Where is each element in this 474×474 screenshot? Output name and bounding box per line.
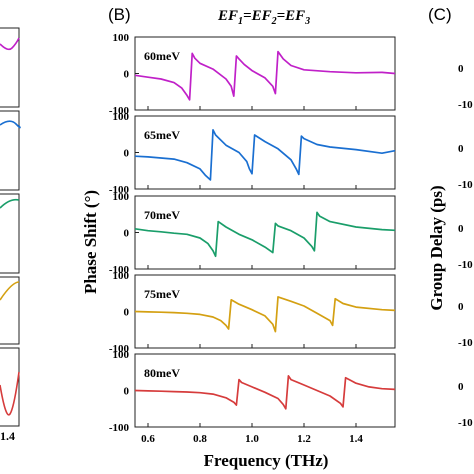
x-tick-label: 0.6 <box>141 433 155 445</box>
series-line-75meV <box>134 296 396 333</box>
right-partial-tick: -10 <box>458 179 473 191</box>
series-label-80meV: 80meV <box>144 366 180 380</box>
y-tick-label: -100 <box>109 422 130 434</box>
series-line-60meV <box>134 50 396 101</box>
right-partial-tick: 0 <box>458 381 464 393</box>
right-partial-tick: 0 <box>458 223 464 235</box>
right-partial-tick: -10 <box>458 259 473 271</box>
y-tick-label: 0 <box>124 69 130 81</box>
subplot-frame <box>134 274 396 349</box>
left-partial-panels: 1.4 <box>0 27 21 443</box>
right-partial-tick: -10 <box>458 337 473 349</box>
y-tick-label: -100 <box>109 184 130 196</box>
y-tick-label: 100 <box>113 349 130 361</box>
subplot-70meV: 100 0 -100 70meV <box>109 191 396 276</box>
x-tick-label: 1.4 <box>349 433 363 445</box>
right-partial-panel: Group Delay (ps) 0 -10 0 -10 0 -10 0 -10 0 -10 <box>427 63 473 429</box>
y-tick-label: 100 <box>113 191 130 203</box>
x-tick-label: 1.0 <box>245 433 259 445</box>
y-tick-label: 0 <box>124 307 130 319</box>
panel-b-label: (B) <box>108 5 131 24</box>
y-tick-label: -100 <box>109 105 130 117</box>
y-tick-label: 100 <box>113 111 130 123</box>
series-line-80meV <box>134 375 396 410</box>
subplot-60meV: 100 0 -100 60meV <box>109 32 396 117</box>
subplot-65meV: 100 0 -100 65meV <box>109 111 396 196</box>
series-line-65meV <box>134 129 396 181</box>
series-line-70meV <box>134 211 396 258</box>
x-tick-label: 1.2 <box>297 433 311 445</box>
y-axis-label: Phase Shift (°) <box>81 190 100 294</box>
subplots: 1000-10060meV1000-10065meV1000-10070meV1… <box>109 32 396 445</box>
series-label-65meV: 65meV <box>144 128 180 142</box>
right-partial-tick: -10 <box>458 417 473 429</box>
subplot-frame <box>134 115 396 190</box>
y-tick-label: -100 <box>109 264 130 276</box>
right-partial-tick: 0 <box>458 143 464 155</box>
series-label-75meV: 75meV <box>144 287 180 301</box>
y-tick-label: 100 <box>113 32 130 44</box>
right-axis-label: Group Delay (ps) <box>427 185 446 310</box>
x-tick-label: 0.8 <box>193 433 207 445</box>
panel-c-label: (C) <box>428 5 452 24</box>
right-partial-tick: 0 <box>458 63 464 75</box>
y-tick-label: 0 <box>124 386 130 398</box>
series-label-60meV: 60meV <box>144 49 180 63</box>
right-partial-tick: 0 <box>458 301 464 313</box>
y-tick-label: -100 <box>109 343 130 355</box>
subplot-frame <box>134 353 396 428</box>
y-tick-label: 0 <box>124 228 130 240</box>
subplot-80meV: 100 0 -100 80meV <box>109 349 396 434</box>
subplot-75meV: 100 0 -100 75meV <box>109 270 396 355</box>
right-partial-tick: -10 <box>458 99 473 111</box>
header-condition: EF1=EF2=EF3 <box>217 8 310 27</box>
x-axis-label: Frequency (THz) <box>204 451 329 470</box>
y-tick-label: 100 <box>113 270 130 282</box>
series-label-70meV: 70meV <box>144 208 180 222</box>
left-partial-tick: 1.4 <box>0 429 15 443</box>
y-tick-label: 0 <box>124 148 130 160</box>
